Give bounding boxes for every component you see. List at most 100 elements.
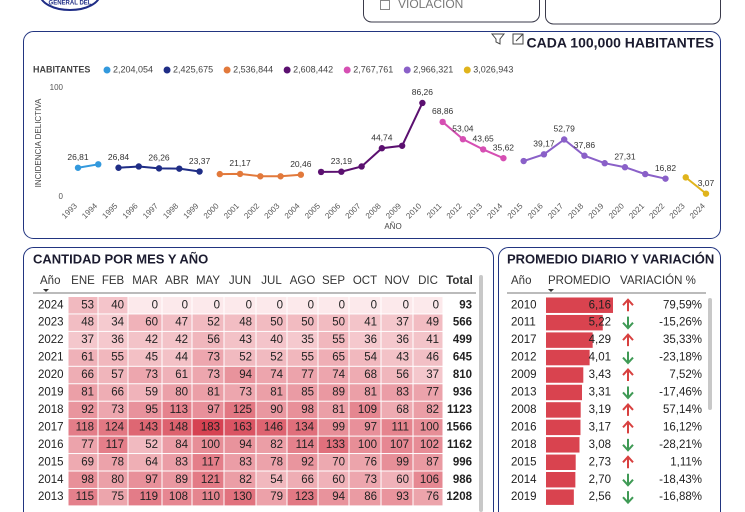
data-label: 39,17 bbox=[533, 139, 555, 149]
cell-value: 90 bbox=[270, 404, 283, 416]
cell-value: 44 bbox=[175, 352, 188, 364]
visual-icons[interactable] bbox=[490, 33, 524, 45]
heat-cell bbox=[287, 454, 318, 471]
row-year: 2012 bbox=[511, 352, 537, 364]
row-year: 2014 bbox=[38, 474, 64, 486]
heat-cell bbox=[162, 314, 192, 331]
heat-cell bbox=[224, 454, 256, 471]
y-tick-label: 0 bbox=[59, 192, 64, 201]
heat-cell bbox=[381, 454, 413, 471]
column-header: AGO bbox=[290, 275, 316, 287]
row-year: 2024 bbox=[38, 299, 64, 311]
table-title: PROMEDIO DIARIO Y VARIACIÓN bbox=[507, 251, 714, 266]
cell-value: 87 bbox=[426, 456, 439, 468]
heat-cell bbox=[287, 314, 318, 331]
heat-cell bbox=[98, 401, 128, 419]
heat-cell bbox=[68, 488, 98, 506]
column-header: JUN bbox=[229, 275, 251, 287]
cell-value: 81 bbox=[332, 404, 345, 416]
row-year: 2017 bbox=[38, 421, 64, 433]
arrow-up bbox=[622, 455, 634, 469]
heat-cell bbox=[381, 401, 413, 419]
series-line bbox=[321, 102, 424, 173]
cell-value: 68 bbox=[396, 404, 409, 416]
cell-value: 43 bbox=[239, 334, 252, 346]
heat-cell bbox=[349, 297, 381, 314]
legend-title: HABITANTES bbox=[33, 64, 90, 74]
cell-value: 52 bbox=[239, 352, 252, 364]
legend-label: 2,767,761 bbox=[353, 64, 393, 74]
average-value: 4,29 bbox=[589, 334, 611, 346]
column-header: DIC bbox=[418, 275, 438, 287]
cell-value: 81 bbox=[270, 387, 283, 399]
heat-cell bbox=[192, 384, 224, 401]
checkbox[interactable] bbox=[380, 0, 390, 10]
heat-cell bbox=[98, 419, 128, 436]
cell-value: 119 bbox=[140, 491, 158, 503]
row-total: 810 bbox=[453, 369, 472, 381]
data-point bbox=[662, 175, 669, 182]
heat-cell bbox=[381, 384, 413, 401]
scrollbar[interactable] bbox=[708, 298, 712, 410]
filter-icon[interactable] bbox=[490, 33, 506, 45]
data-point bbox=[621, 164, 629, 171]
cell-value: 118 bbox=[76, 421, 94, 433]
cell-value: 41 bbox=[426, 334, 439, 346]
data-point bbox=[338, 168, 345, 175]
heat-cell bbox=[349, 471, 381, 488]
data-label: 20,46 bbox=[290, 159, 312, 169]
legend-label: 2,536,844 bbox=[233, 64, 273, 74]
cell-value: 82 bbox=[239, 474, 252, 486]
data-label: 35,62 bbox=[493, 142, 515, 152]
heat-cell bbox=[318, 384, 349, 401]
column-header: VARIACIÓN % bbox=[620, 274, 696, 287]
heat-cell bbox=[256, 366, 287, 384]
data-point bbox=[479, 146, 487, 153]
scrollbar[interactable] bbox=[479, 275, 483, 512]
cell-value: 98 bbox=[301, 404, 314, 416]
cell-value: 0 bbox=[403, 299, 409, 311]
heat-cell bbox=[128, 384, 162, 401]
heat-cell bbox=[413, 471, 443, 488]
column-header: NOV bbox=[385, 275, 410, 287]
row-year: 2018 bbox=[38, 404, 64, 416]
row-year: 2009 bbox=[511, 369, 537, 381]
heat-cell bbox=[287, 419, 318, 436]
cell-value: 79 bbox=[270, 491, 283, 503]
heat-cell bbox=[318, 331, 349, 349]
slicer-box bbox=[363, 0, 540, 23]
slicer-option[interactable]: VIOLACIÓN bbox=[398, 0, 463, 11]
slicer-box bbox=[545, 0, 721, 25]
heat-cell bbox=[256, 471, 287, 488]
data-label: 53,04 bbox=[452, 123, 474, 133]
heat-cell bbox=[256, 419, 287, 436]
cell-value: 55 bbox=[301, 352, 314, 364]
cell-value: 117 bbox=[106, 439, 124, 451]
cell-value: 125 bbox=[233, 404, 252, 416]
column-header: FEB bbox=[102, 275, 125, 287]
cell-value: 183 bbox=[201, 421, 220, 433]
cell-value: 78 bbox=[270, 456, 283, 468]
series-line bbox=[685, 176, 707, 195]
heat-cell bbox=[192, 471, 224, 488]
arrow-up bbox=[622, 298, 634, 312]
data-bar bbox=[546, 489, 574, 505]
heat-cell bbox=[413, 349, 443, 366]
column-header: MAY bbox=[196, 275, 220, 287]
heat-cell bbox=[128, 436, 162, 454]
cell-value: 46 bbox=[426, 352, 439, 364]
row-year: 2014 bbox=[511, 474, 537, 486]
heat-cell bbox=[162, 297, 192, 314]
heat-cell bbox=[287, 384, 318, 401]
cell-value: 65 bbox=[332, 352, 345, 364]
cell-value: 81 bbox=[207, 387, 220, 399]
heat-cell bbox=[413, 436, 443, 454]
variation-value: -15,26% bbox=[659, 317, 702, 329]
variation-value: -16,88% bbox=[659, 491, 702, 503]
data-point bbox=[378, 145, 386, 152]
cell-value: 52 bbox=[270, 352, 283, 364]
heat-cell bbox=[318, 419, 349, 436]
focus-icon[interactable] bbox=[512, 33, 524, 45]
heat-cell bbox=[68, 471, 98, 488]
heat-cell bbox=[318, 488, 349, 506]
